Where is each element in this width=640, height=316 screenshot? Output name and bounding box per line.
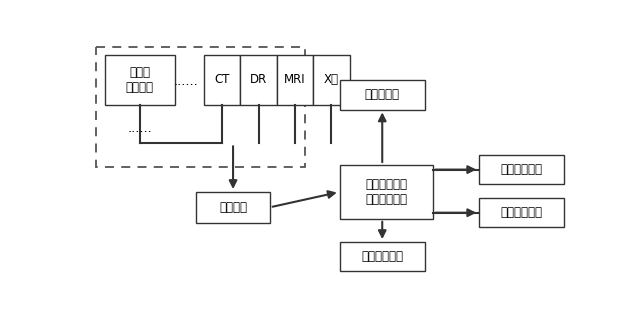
Bar — [241, 55, 277, 105]
Text: DR: DR — [250, 73, 268, 86]
Bar — [95, 47, 305, 167]
Bar — [479, 155, 564, 184]
Bar — [313, 55, 349, 105]
Text: CT: CT — [214, 73, 230, 86]
Bar — [479, 198, 564, 227]
Text: 放射线终端: 放射线终端 — [365, 88, 400, 101]
Text: 图像处理中心
高速传输网络: 图像处理中心 高速传输网络 — [365, 178, 407, 206]
Bar — [340, 165, 433, 219]
Bar — [105, 55, 175, 105]
Text: ......: ...... — [174, 75, 198, 88]
Text: 远程应用终端: 远程应用终端 — [500, 206, 543, 219]
Text: 影像存储中心: 影像存储中心 — [361, 250, 403, 263]
Bar — [196, 192, 270, 223]
Text: 数字图像: 数字图像 — [219, 201, 247, 214]
Text: MRI: MRI — [284, 73, 306, 86]
Text: 内窥镜
检查系统: 内窥镜 检查系统 — [125, 66, 154, 94]
Bar — [340, 242, 425, 271]
Bar — [277, 55, 313, 105]
Text: X线: X线 — [324, 73, 339, 86]
Bar — [204, 55, 241, 105]
Text: ......: ...... — [127, 122, 152, 135]
Text: 临床应用终端: 临床应用终端 — [500, 163, 543, 176]
Bar — [340, 80, 425, 110]
